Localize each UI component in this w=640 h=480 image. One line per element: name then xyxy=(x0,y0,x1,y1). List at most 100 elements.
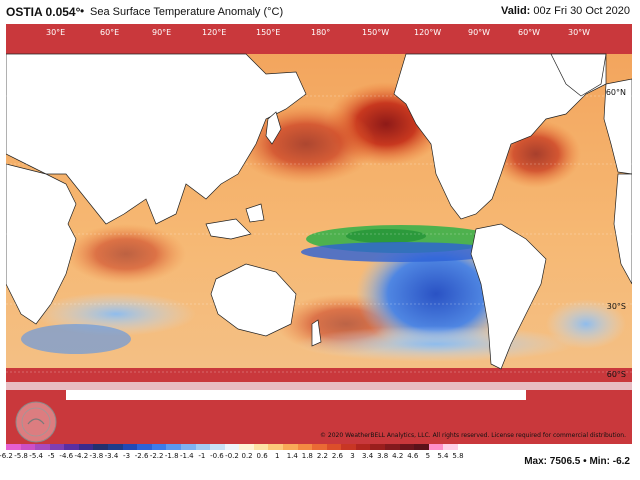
legend-labels: -6.2 -5.8 -5.4 -5 -4.6 -4.2 -3.8 -3.4 -3 -2.6 -2.2… xyxy=(0,452,464,462)
legend-label: -0.2 xyxy=(225,452,239,460)
legend-swatch xyxy=(64,444,79,450)
color-legend xyxy=(6,444,458,450)
valid-value: 00z Fri 30 Oct 2020 xyxy=(533,5,630,17)
legend-label: -2.2 xyxy=(149,452,164,460)
legend-label: -1 xyxy=(198,452,206,460)
valid-label: Valid: xyxy=(500,5,531,17)
west-africa-edge xyxy=(613,173,632,285)
legend-swatch xyxy=(137,444,152,450)
lon-label: 150°E xyxy=(256,28,281,37)
lat-label: 60°S xyxy=(606,370,626,379)
southern-ocean-pink xyxy=(6,382,632,390)
legend-swatch xyxy=(399,444,415,450)
lat-label: 30°S xyxy=(606,302,626,311)
new-zealand xyxy=(311,319,322,347)
legend-label: -6.2 xyxy=(0,452,13,460)
legend-label: -1.8 xyxy=(164,452,179,460)
africa xyxy=(6,163,77,325)
legend-label: -3.4 xyxy=(104,452,119,460)
legend-swatch xyxy=(326,444,342,450)
min-value: -6.2 xyxy=(612,456,630,467)
legend-label: 2.6 xyxy=(331,452,344,460)
stats-separator: • xyxy=(583,456,587,467)
legend-swatch xyxy=(239,444,254,450)
southern-ocean-cool-west xyxy=(21,324,131,354)
valid-time: Valid: 00z Fri 30 Oct 2020 xyxy=(501,5,630,17)
west-europe xyxy=(603,78,632,175)
legend-label: -3 xyxy=(123,452,131,460)
legend-label: -5.4 xyxy=(29,452,43,460)
legend-label: 4.6 xyxy=(407,452,419,460)
legend-label: 3.4 xyxy=(362,452,374,460)
lon-label: 150°W xyxy=(362,28,390,37)
legend-swatch xyxy=(341,444,356,450)
north-america xyxy=(393,53,607,220)
legend-label: -5.8 xyxy=(14,452,28,460)
map-header: OSTIA 0.054° • Sea Surface Temperature A… xyxy=(0,0,640,22)
max-value: 7506.5 xyxy=(549,456,581,467)
legend-label: 3.8 xyxy=(377,452,389,460)
la-nina-core xyxy=(346,229,426,243)
legend-swatch xyxy=(151,444,167,450)
map-canvas xyxy=(6,24,632,444)
sst-anomaly-map: 30°E 60°E 90°E 120°E 150°E 180° 150°W 12… xyxy=(6,24,632,444)
arctic-sea-ice xyxy=(6,24,632,54)
map-stats: Max: 7506.5 • Min: -6.2 xyxy=(524,456,630,467)
title-separator: • xyxy=(80,4,85,18)
south-atlantic-cool xyxy=(546,299,626,349)
legend-swatch xyxy=(385,444,400,450)
legend-label: 3 xyxy=(350,452,355,460)
legend-swatch xyxy=(370,444,386,450)
legend-swatch xyxy=(78,444,94,450)
legend-label: -0.6 xyxy=(210,452,224,460)
legend-swatch xyxy=(122,444,138,450)
legend-label: -5 xyxy=(47,452,55,460)
southern-ocean-cool xyxy=(296,326,576,362)
legend-label: 5.4 xyxy=(437,452,449,460)
product-title: OSTIA 0.054° xyxy=(6,5,81,19)
indian-ocean-warm xyxy=(66,224,186,284)
southern-ocean-ice-edge xyxy=(6,368,632,382)
legend-label: -3.8 xyxy=(89,452,104,460)
legend-label: 1.4 xyxy=(286,452,298,460)
legend-swatch xyxy=(195,444,211,450)
legend-label: 0.2 xyxy=(241,452,253,460)
legend-swatch xyxy=(428,444,444,450)
legend-swatch xyxy=(253,444,269,450)
lon-label: 180° xyxy=(311,28,331,37)
lon-label: 120°E xyxy=(202,28,227,37)
legend-label: 1 xyxy=(274,452,280,460)
lon-label: 90°W xyxy=(468,28,491,37)
legend-swatch xyxy=(312,444,327,450)
legend-label: -1.4 xyxy=(179,452,194,460)
eurasia xyxy=(6,53,307,225)
legend-swatch xyxy=(20,444,36,450)
lon-label: 60°W xyxy=(518,28,541,37)
legend-swatch xyxy=(180,444,196,450)
copyright-credit: © 2020 WeatherBELL Analytics, LLC. All r… xyxy=(320,432,626,439)
legend-swatch xyxy=(443,444,458,450)
graticule xyxy=(6,95,632,373)
legend-swatch xyxy=(93,444,109,450)
legend-label: 4.2 xyxy=(392,452,404,460)
antarctica-coast xyxy=(66,390,526,400)
legend-label: 5.8 xyxy=(452,452,464,460)
legend-swatch xyxy=(6,444,21,450)
japan xyxy=(265,111,282,145)
legend-label: 1.8 xyxy=(301,452,313,460)
legend-swatch xyxy=(414,444,429,450)
legend-swatch xyxy=(268,444,283,450)
legend-label: 0.6 xyxy=(256,452,268,460)
legend-label: -4.6 xyxy=(59,452,74,460)
weatherbell-logo-icon xyxy=(14,400,58,444)
land-masses xyxy=(6,53,632,370)
legend-swatch xyxy=(35,444,50,450)
legend-label: 5 xyxy=(425,452,431,460)
variable-title: Sea Surface Temperature Anomaly (°C) xyxy=(90,6,284,18)
lat-label: 60°N xyxy=(605,88,626,97)
legend-swatch xyxy=(49,444,65,450)
greenland xyxy=(550,53,607,97)
legend-label: 2.2 xyxy=(316,452,328,460)
philippines-borneo xyxy=(245,203,265,223)
lon-label: 90°E xyxy=(152,28,172,37)
